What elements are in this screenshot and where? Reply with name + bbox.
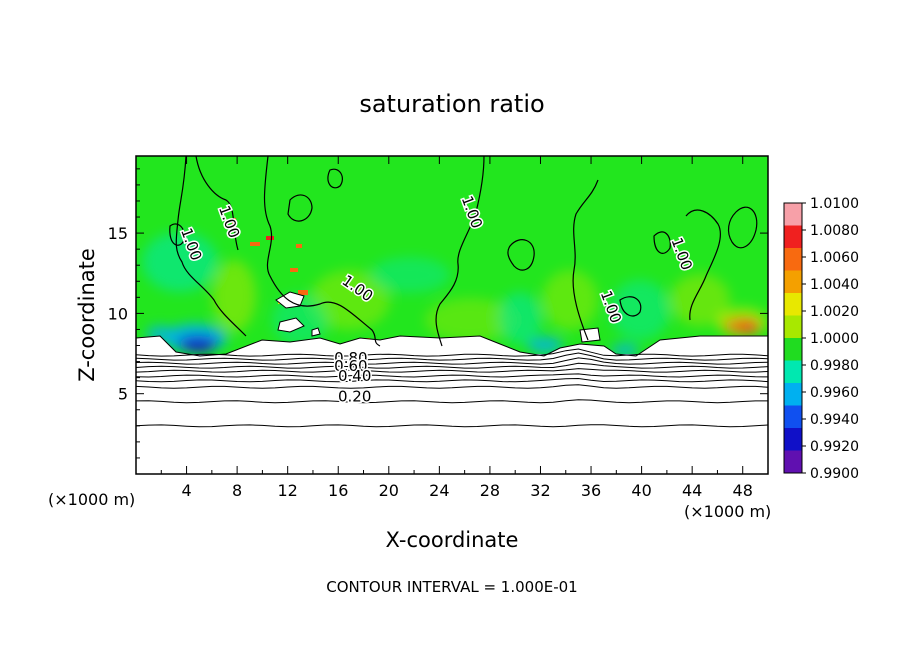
colorbar-swatch-3 <box>784 270 802 294</box>
upper-contour-lines <box>169 156 758 347</box>
x-tick-label-3: 16 <box>328 481 348 500</box>
colorbar-label-4: 1.0020 <box>810 304 859 320</box>
contour-line-4 <box>136 373 768 378</box>
x-unit-right: (×1000 m) <box>684 502 771 521</box>
contour-line-8 <box>136 352 768 361</box>
colorbar-label-2: 1.0060 <box>810 250 859 266</box>
axis-ticks <box>136 156 768 474</box>
y-axis-label: Z-coordinate <box>75 248 99 382</box>
contour-line-3 <box>136 377 768 383</box>
x-tick-label-0: 4 <box>181 481 191 500</box>
colorbar-label-9: 0.9920 <box>810 439 859 455</box>
colorbar-label-10: 0.9900 <box>810 466 859 482</box>
contour-label-9: 0.20 <box>338 388 371 406</box>
x-tick-label-8: 36 <box>581 481 601 500</box>
contour-line-7 <box>136 357 768 365</box>
colorbar-swatch-5 <box>784 315 802 339</box>
y-tick-label-0: 5 <box>118 385 128 404</box>
contour-label-7: 0.60 <box>334 357 367 375</box>
colorbar-label-7: 0.9960 <box>810 385 859 401</box>
colorbar-swatch-9 <box>784 405 802 429</box>
colorbar-swatch-10 <box>784 428 802 451</box>
x-tick-label-7: 32 <box>530 481 550 500</box>
colorbar: 1.0100 1.0080 1.0060 1.0040 1.0020 1.0000 0.99… <box>783 196 859 482</box>
y-tick-label-1: 10 <box>108 304 128 323</box>
colorbar-swatch-7 <box>784 360 802 384</box>
colorbar-label-6: 0.9980 <box>810 358 859 374</box>
colorbar-label-0: 1.0100 <box>810 196 859 212</box>
x-tick-label-5: 24 <box>429 481 449 500</box>
plot-area: 1.001.001.001.001.001.000.800.600.400.20 <box>136 156 768 474</box>
contour-line-9 <box>136 348 768 357</box>
colorbar-swatch-6 <box>784 338 802 361</box>
x-tick-label-6: 28 <box>480 481 500 500</box>
x-tick-label-2: 12 <box>278 481 298 500</box>
chart-title: saturation ratio <box>359 90 544 118</box>
contour-line-5 <box>136 368 768 373</box>
colorbar-label-3: 1.0040 <box>810 277 859 293</box>
contour-label-8: 0.40 <box>338 367 371 385</box>
cloud-base-boundary <box>136 335 768 474</box>
colorbar-swatch-1 <box>784 225 802 249</box>
contour-line-1 <box>136 399 768 404</box>
x-tick-label-4: 20 <box>379 481 399 500</box>
colorbar-swatch-11 <box>784 450 802 474</box>
colorbar-label-1: 1.0080 <box>810 223 859 239</box>
contour-line-0 <box>136 424 768 428</box>
x-tick-label-11: 48 <box>733 481 753 500</box>
colorbar-swatch-0 <box>784 203 802 226</box>
contour-line-6 <box>136 362 768 369</box>
x-tick-label-1: 8 <box>232 481 242 500</box>
contour-label-6: 0.80 <box>334 349 367 367</box>
y-tick-label-2: 15 <box>108 224 128 243</box>
colorbar-swatch-4 <box>784 293 802 316</box>
x-tick-label-10: 44 <box>682 481 702 500</box>
contour-interval-note: CONTOUR INTERVAL = 1.000E-01 <box>326 578 577 596</box>
y-tick-labels: 5 10 15 <box>108 224 128 404</box>
contour-lines <box>136 348 768 428</box>
colorbar-label-8: 0.9940 <box>810 412 859 428</box>
plot-frame <box>135 155 769 475</box>
x-tick-label-9: 40 <box>631 481 651 500</box>
contour-line-2 <box>136 384 768 389</box>
x-axis-label: X-coordinate <box>386 528 519 552</box>
x-tick-labels: 4 8 12 16 20 24 28 32 36 40 44 48 <box>181 481 752 500</box>
colorbar-label-5: 1.0000 <box>810 331 859 347</box>
x-unit-left: (×1000 m) <box>48 490 135 509</box>
colorbar-swatch-8 <box>784 383 802 406</box>
colorbar-swatch-2 <box>784 248 802 271</box>
